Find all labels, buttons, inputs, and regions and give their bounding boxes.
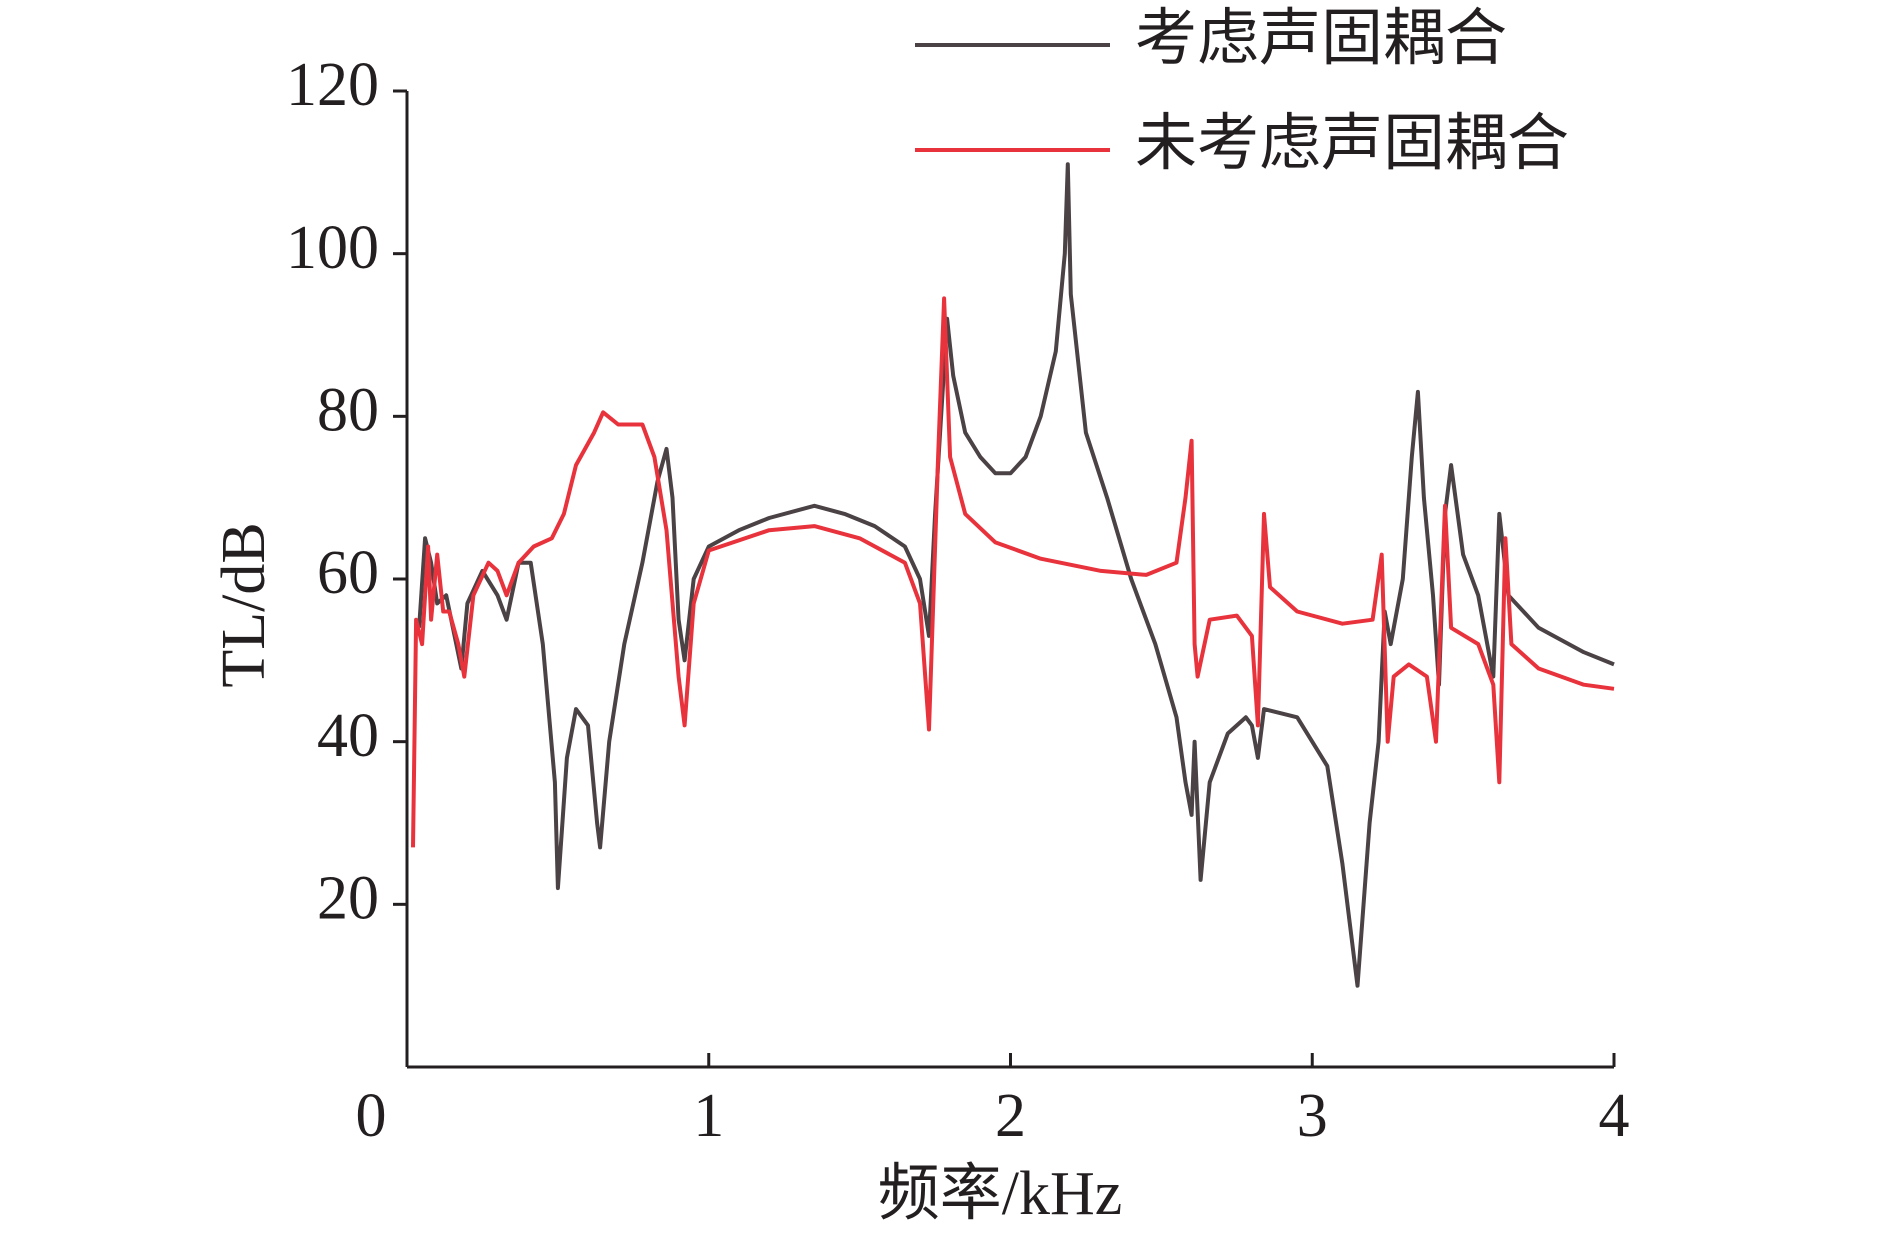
y-tick-label: 20 <box>317 865 379 933</box>
x-tick-label: 2 <box>995 1082 1026 1150</box>
y-axis-title: TL/dB <box>210 522 278 687</box>
y-tick-label: 60 <box>317 539 379 607</box>
legend-label: 考虑声固耦合 <box>1135 5 1507 73</box>
data-line <box>411 296 1615 848</box>
x-tick-label: 4 <box>1599 1082 1630 1150</box>
x-axis-title: 频率/kHz <box>878 1160 1123 1228</box>
x-tick-label: 0 <box>356 1082 387 1150</box>
x-tick-label: 1 <box>693 1082 724 1150</box>
y-tick-label: 120 <box>286 51 379 119</box>
legend-label: 未考虑声固耦合 <box>1135 110 1569 178</box>
y-tick-label: 40 <box>317 702 379 770</box>
x-tick-label: 3 <box>1297 1082 1328 1150</box>
data-line <box>417 162 1615 988</box>
y-tick-label: 100 <box>286 214 379 282</box>
y-tick-label: 80 <box>317 377 379 445</box>
